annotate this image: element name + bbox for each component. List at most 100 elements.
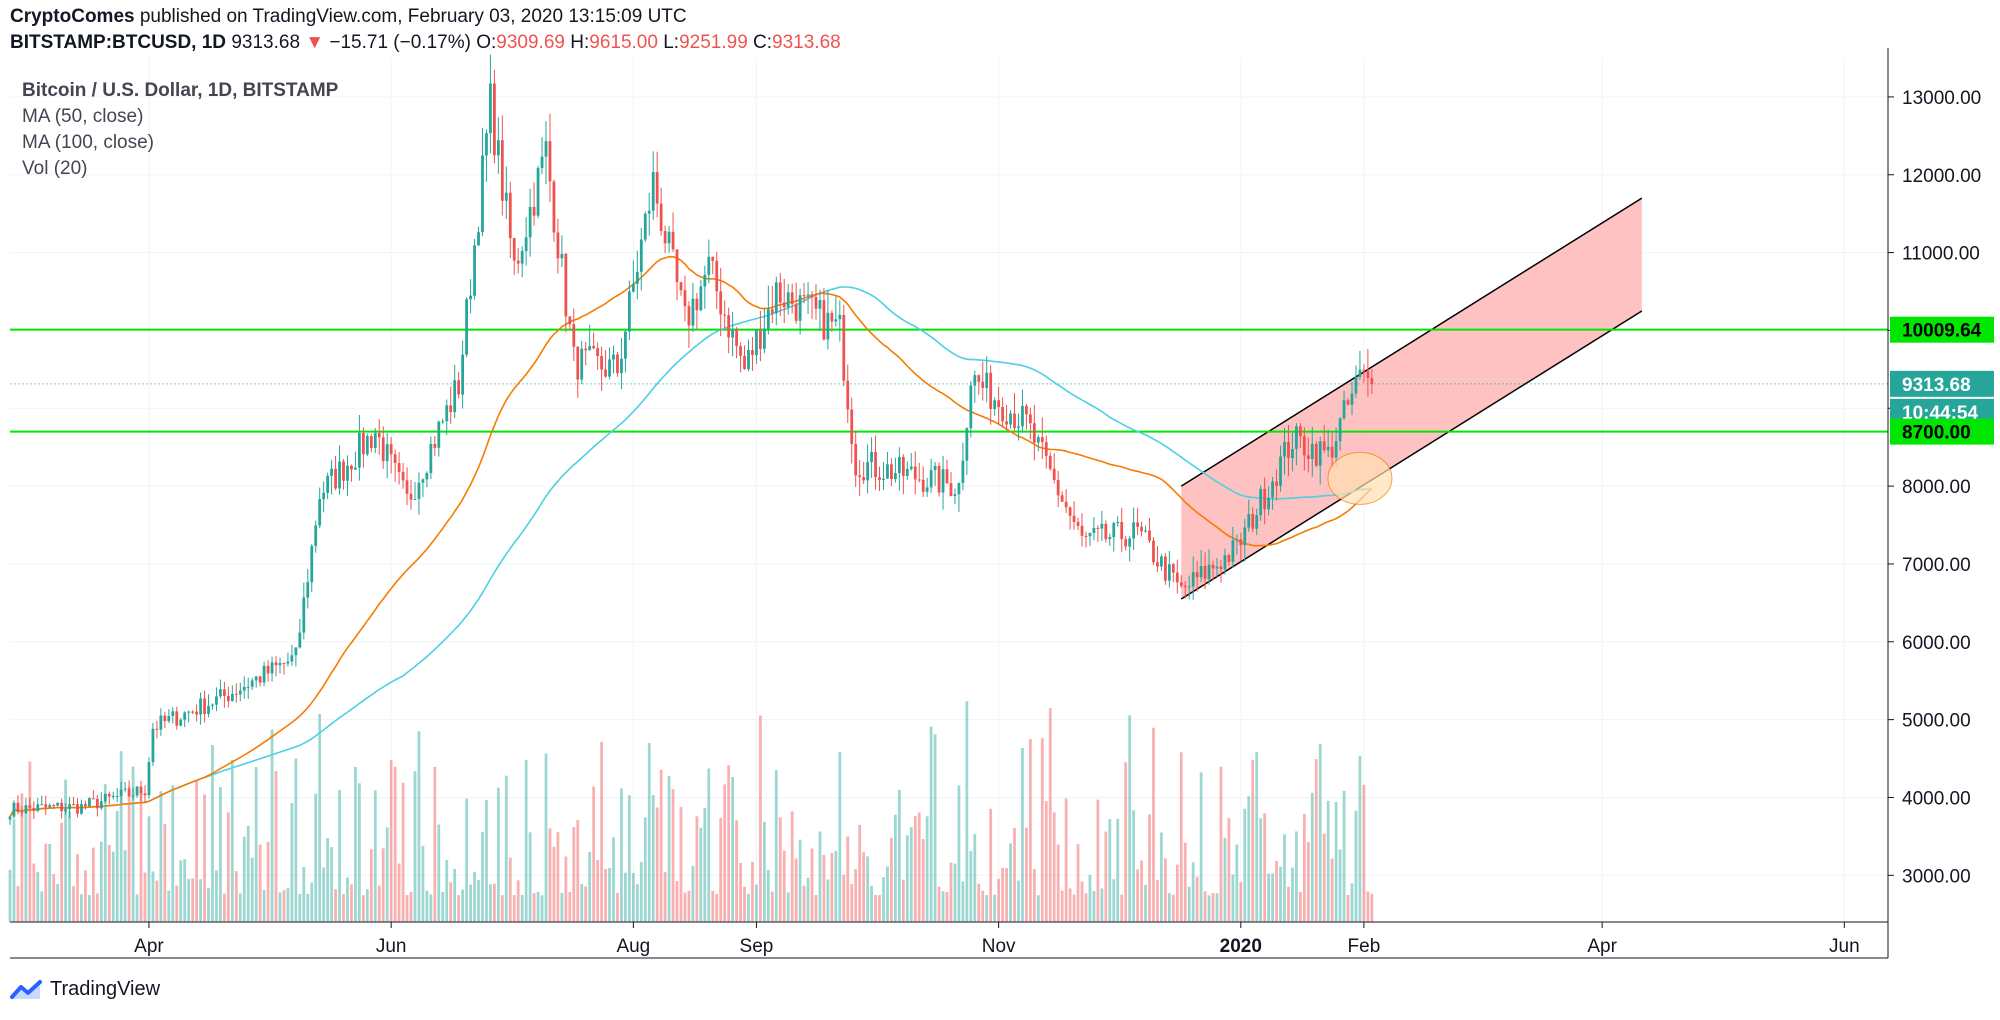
volume-bar	[215, 870, 218, 922]
volume-bar	[850, 884, 854, 922]
annotations[interactable]	[1327, 451, 1393, 505]
volume-bar	[870, 885, 873, 922]
legend-title[interactable]: Bitcoin / U.S. Dollar, 1D, BITSTAMP	[22, 80, 339, 101]
candle-body	[24, 805, 28, 814]
volume-bar	[159, 791, 163, 922]
candle-body	[36, 804, 40, 811]
candle-body	[1088, 532, 1092, 537]
candle-body	[675, 249, 679, 283]
footer-brand[interactable]: TradingView	[10, 978, 160, 1001]
candle-body	[1322, 441, 1326, 451]
rising-channel[interactable]	[1180, 197, 1643, 600]
axes[interactable]: 13000.0012000.0011000.0010000.009000.008…	[10, 0, 2000, 962]
symbol-label[interactable]: BITSTAMP:BTCUSD, 1D	[10, 32, 227, 53]
candle-body	[1283, 441, 1286, 457]
author-name[interactable]: CryptoComes	[10, 6, 135, 27]
volume-bar	[28, 761, 32, 922]
candle-body	[973, 375, 977, 386]
volume-bar	[814, 895, 818, 922]
time-tick-label: Jun	[376, 936, 407, 957]
candle-body	[969, 385, 973, 429]
candle-body	[913, 466, 917, 480]
highlight-circle	[1327, 451, 1393, 505]
candle-body	[401, 472, 405, 481]
volume-bar	[151, 871, 155, 922]
volume-bar	[937, 886, 941, 922]
volume-bar	[961, 881, 965, 922]
last-price-badge: 9313.68	[1902, 375, 1971, 396]
legend-ma50[interactable]: MA (50, close)	[22, 106, 144, 127]
volume-bar	[957, 785, 961, 922]
volume-bar	[485, 800, 488, 922]
legend-ma100[interactable]: MA (100, close)	[22, 132, 154, 153]
volume-bar	[659, 769, 663, 922]
candle-body	[671, 231, 675, 250]
volume-bar	[1322, 833, 1326, 922]
candle-body	[242, 687, 246, 691]
footer-brand-text: TradingView	[50, 978, 161, 1000]
time-tick-label: Aug	[616, 936, 650, 957]
candle-body	[1239, 539, 1243, 546]
volume-bar	[1219, 766, 1223, 922]
candle-body	[612, 354, 615, 360]
candle-body	[211, 704, 214, 706]
volume-bar	[739, 862, 742, 922]
volume-bar	[492, 883, 496, 922]
candle-body	[1029, 414, 1032, 424]
candle-body	[429, 443, 433, 474]
candle-body	[175, 711, 179, 726]
volume-bar	[1338, 849, 1342, 922]
volume-bar	[1013, 827, 1016, 922]
candle-body	[262, 665, 266, 683]
close-value: 9313.68	[772, 32, 841, 53]
volume-bar	[1310, 792, 1314, 922]
volume-bar	[1370, 893, 1374, 922]
candle-body	[250, 680, 254, 687]
volume-bar	[806, 877, 810, 922]
volume-bar	[24, 805, 28, 922]
candle-body	[28, 805, 32, 808]
candle-body	[346, 465, 349, 481]
candle-body	[32, 807, 36, 811]
volume-bar	[830, 852, 834, 922]
moving-averages	[9, 255, 1373, 818]
price-tick-label: 7000.00	[1902, 555, 1971, 576]
candle-body	[191, 711, 195, 713]
volume-bar	[556, 832, 560, 922]
candle-body	[1275, 481, 1278, 486]
volume-bar	[500, 895, 504, 922]
candle-body	[1156, 562, 1159, 567]
volume-bar	[973, 834, 977, 922]
volume-bar	[369, 849, 373, 922]
candle-body	[397, 463, 401, 473]
volume-bar	[874, 894, 877, 922]
candle-body	[866, 462, 869, 481]
volume-bar	[52, 874, 56, 922]
legend-vol[interactable]: Vol (20)	[22, 158, 88, 179]
volume-bar	[1092, 891, 1096, 922]
candle-body	[751, 349, 754, 356]
candle-body	[437, 421, 441, 448]
volume-bar	[298, 893, 302, 922]
candle-body	[977, 375, 981, 382]
candle-body	[88, 798, 91, 807]
volume-bar	[941, 891, 945, 922]
candle-body	[1128, 538, 1132, 547]
volume-bar	[1362, 784, 1366, 922]
volume-bar	[377, 885, 381, 922]
candle-body	[846, 380, 850, 410]
volume-bar	[1009, 843, 1012, 922]
ma100-line	[9, 286, 1372, 818]
volume-bar	[683, 892, 687, 922]
candle-body	[1330, 446, 1334, 458]
candle-body	[334, 468, 337, 489]
volume-bar	[1263, 813, 1267, 922]
volume-bar	[135, 894, 139, 922]
volume-bar	[40, 891, 44, 922]
horizontal-levels[interactable]	[10, 328, 1888, 433]
candle-body	[496, 140, 500, 156]
volume-bar	[1116, 818, 1120, 922]
volume-bar	[866, 856, 869, 922]
candle-body	[556, 232, 560, 259]
